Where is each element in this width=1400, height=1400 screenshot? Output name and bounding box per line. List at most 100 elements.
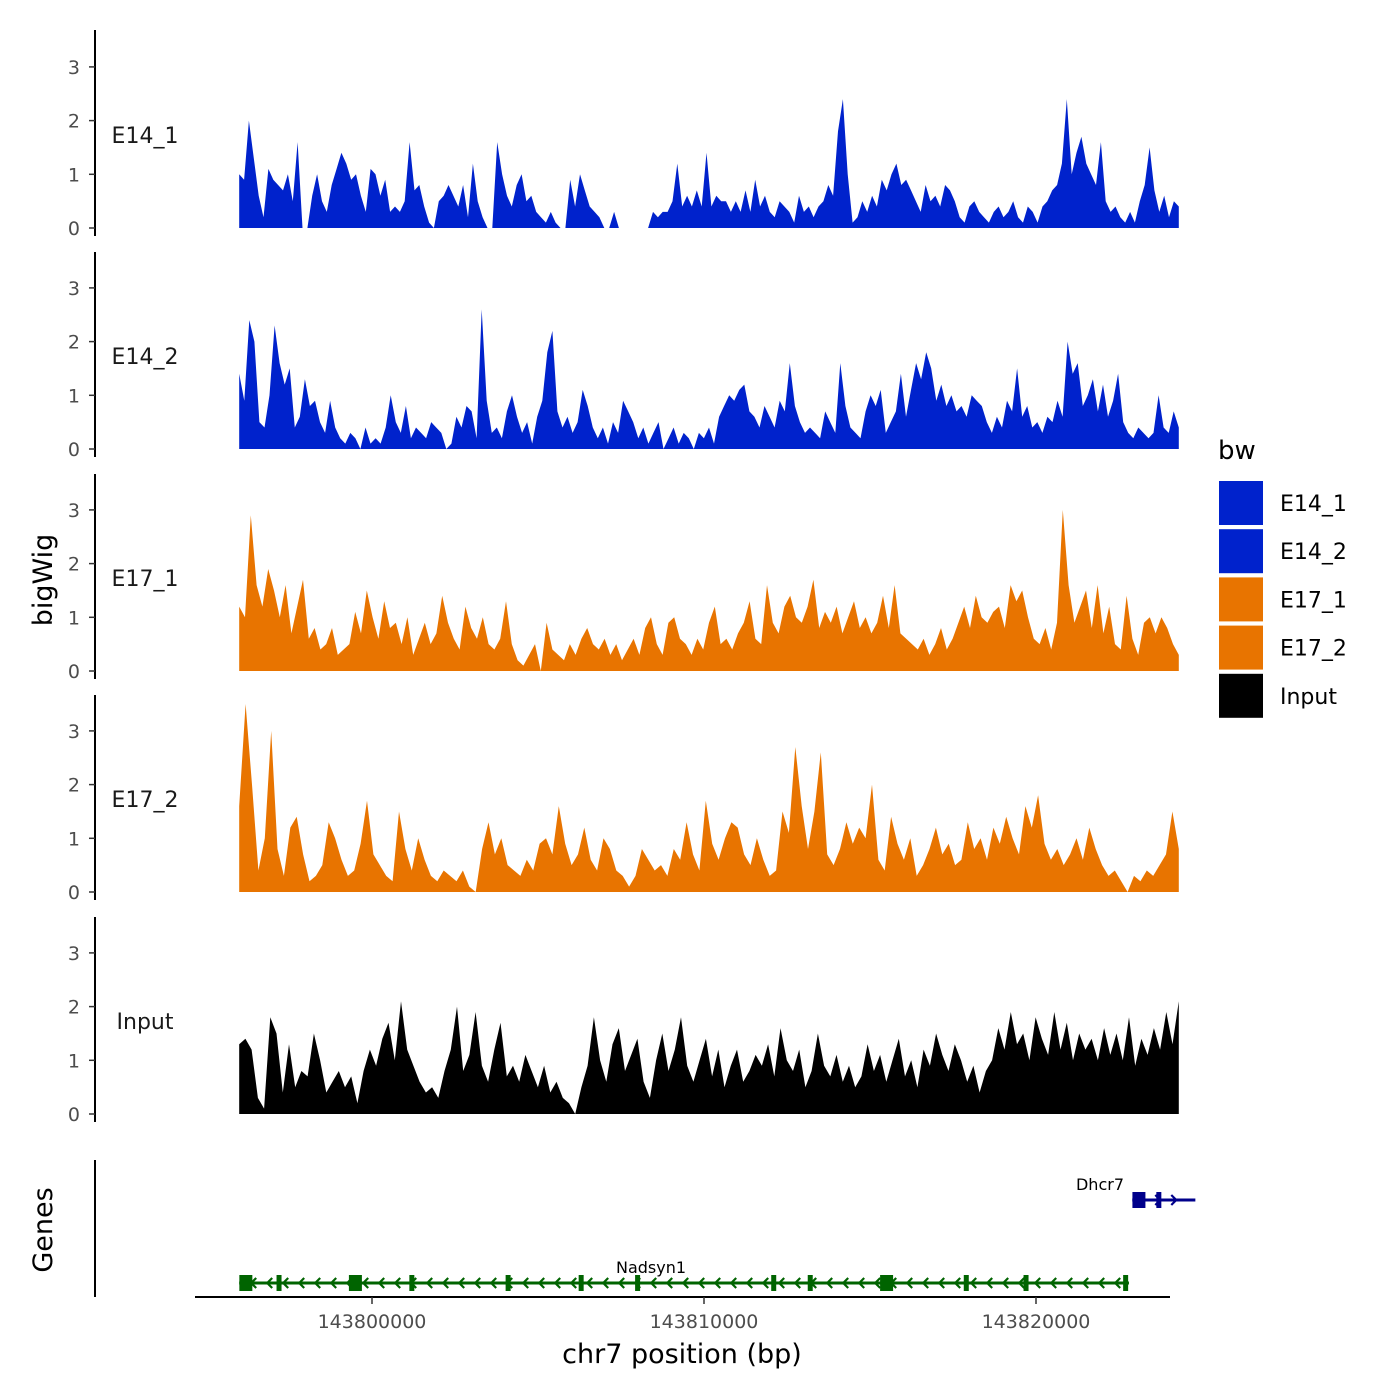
strand-arrow (313, 1277, 321, 1289)
legend-swatch (1219, 625, 1263, 670)
coverage-area-E17_2 (239, 704, 1179, 892)
exon (1132, 1192, 1146, 1208)
coverage-area-E14_2 (239, 309, 1179, 449)
strand-arrow (825, 1277, 833, 1289)
strand-arrow (473, 1277, 481, 1289)
y-tick-label: 1 (68, 385, 80, 407)
y-tick-label: 2 (68, 332, 80, 354)
strand-arrow (793, 1277, 801, 1289)
strand-arrow (953, 1277, 961, 1289)
legend-title: bw (1218, 436, 1256, 466)
strand-arrow (745, 1277, 753, 1289)
strand-arrow (1065, 1277, 1073, 1289)
y-tick-label: 2 (68, 997, 80, 1019)
exon (880, 1275, 894, 1291)
track-E14_1: 0 1 2 3 E14_1 (68, 30, 1179, 240)
legend-swatch (1219, 673, 1263, 718)
strand-arrow (1033, 1277, 1041, 1289)
exon (807, 1275, 813, 1291)
legend-label: E14_1 (1280, 492, 1347, 517)
strand-arrow (729, 1277, 737, 1289)
legend-label: Input (1280, 685, 1337, 710)
exon (578, 1275, 584, 1291)
legend-swatch (1219, 529, 1263, 574)
y-tick-label: 2 (68, 554, 80, 576)
coverage-area-E17_1 (239, 509, 1179, 671)
y-tick-label: 1 (68, 1050, 80, 1072)
y-tick-label: 0 (68, 218, 80, 240)
strand-arrow (425, 1277, 433, 1289)
legend-label: E17_2 (1280, 637, 1347, 662)
exon (239, 1275, 253, 1291)
coverage-area-E14_1 (239, 99, 1179, 228)
strand-arrow (297, 1277, 305, 1289)
x-axis: 143800000 143810000 143820000 (195, 1296, 1170, 1333)
strand-arrow (969, 1277, 977, 1289)
exon (348, 1275, 362, 1291)
strand-arrow (1017, 1277, 1025, 1289)
strand-arrow (457, 1277, 465, 1289)
x-tick-label: 143810000 (650, 1311, 759, 1333)
y-tick-label: 3 (68, 278, 80, 300)
y-axis-title: bigWig (28, 534, 59, 627)
strand-arrow (265, 1277, 273, 1289)
strand-arrow (1081, 1277, 1089, 1289)
strand-arrow (921, 1277, 929, 1289)
exon (1156, 1192, 1162, 1208)
y-tick-label: 2 (68, 111, 80, 133)
strand-arrow (393, 1277, 401, 1289)
strand-arrow (985, 1277, 993, 1289)
legend: bw E14_1 E14_2 E17_1 E17_2 Input (1218, 436, 1347, 718)
strand-arrow (841, 1277, 849, 1289)
y-tick-label: 3 (68, 721, 80, 743)
strand-arrow (601, 1277, 609, 1289)
strand-arrow (361, 1277, 369, 1289)
y-tick-label: 1 (68, 607, 80, 629)
strand-arrow (777, 1277, 785, 1289)
y-tick-label: 2 (68, 775, 80, 797)
strand-arrow (1001, 1277, 1009, 1289)
coverage-area-Input (239, 1001, 1179, 1114)
coverage-tracks: 0 1 2 3 E14_1 0 1 2 3 E14_2 0 1 2 3 E17_1 0 1 2 3 E17_2 0 1 2 3… (68, 30, 1179, 1126)
legend-label: E17_1 (1280, 588, 1347, 613)
strand-arrow (937, 1277, 945, 1289)
y-tick-label: 1 (68, 828, 80, 850)
exon (635, 1275, 641, 1291)
genes-panel: Nadsyn1 Dhcr7 (94, 1160, 1196, 1297)
x-tick-label: 143800000 (318, 1311, 427, 1333)
gene-label: Dhcr7 (1076, 1175, 1124, 1194)
y-tick-label: 3 (68, 57, 80, 79)
exon (409, 1275, 415, 1291)
track-E17_2: 0 1 2 3 E17_2 (68, 695, 1179, 904)
legend-swatch (1219, 577, 1263, 622)
x-axis-title: chr7 position (bp) (562, 1339, 802, 1370)
strand-arrow (857, 1277, 865, 1289)
strand-arrow (489, 1277, 497, 1289)
strand-arrow (553, 1277, 561, 1289)
exon (963, 1275, 969, 1291)
strand-arrow (281, 1277, 289, 1289)
strand-arrow (761, 1277, 769, 1289)
y-tick-label: 3 (68, 943, 80, 965)
track-label: E17_1 (112, 567, 179, 592)
strand-arrow (1097, 1277, 1105, 1289)
strand-arrow (873, 1277, 881, 1289)
legend-label: E14_2 (1280, 540, 1347, 565)
gene-Nadsyn1: Nadsyn1 (239, 1258, 1129, 1291)
track-Input: 0 1 2 3 Input (68, 917, 1179, 1126)
strand-arrow (441, 1277, 449, 1289)
strand-arrow (585, 1277, 593, 1289)
track-label: E17_2 (112, 788, 179, 813)
strand-arrow (569, 1277, 577, 1289)
x-tick-label: 143820000 (982, 1311, 1091, 1333)
track-label: Input (117, 1010, 174, 1035)
strand-arrow (665, 1277, 673, 1289)
strand-arrow (697, 1277, 705, 1289)
y-tick-label: 0 (68, 882, 80, 904)
exon (276, 1275, 282, 1291)
y-tick-label: 0 (68, 1104, 80, 1126)
strand-arrow (1113, 1277, 1121, 1289)
y-tick-label: 1 (68, 164, 80, 186)
gene-label: Nadsyn1 (616, 1258, 686, 1277)
